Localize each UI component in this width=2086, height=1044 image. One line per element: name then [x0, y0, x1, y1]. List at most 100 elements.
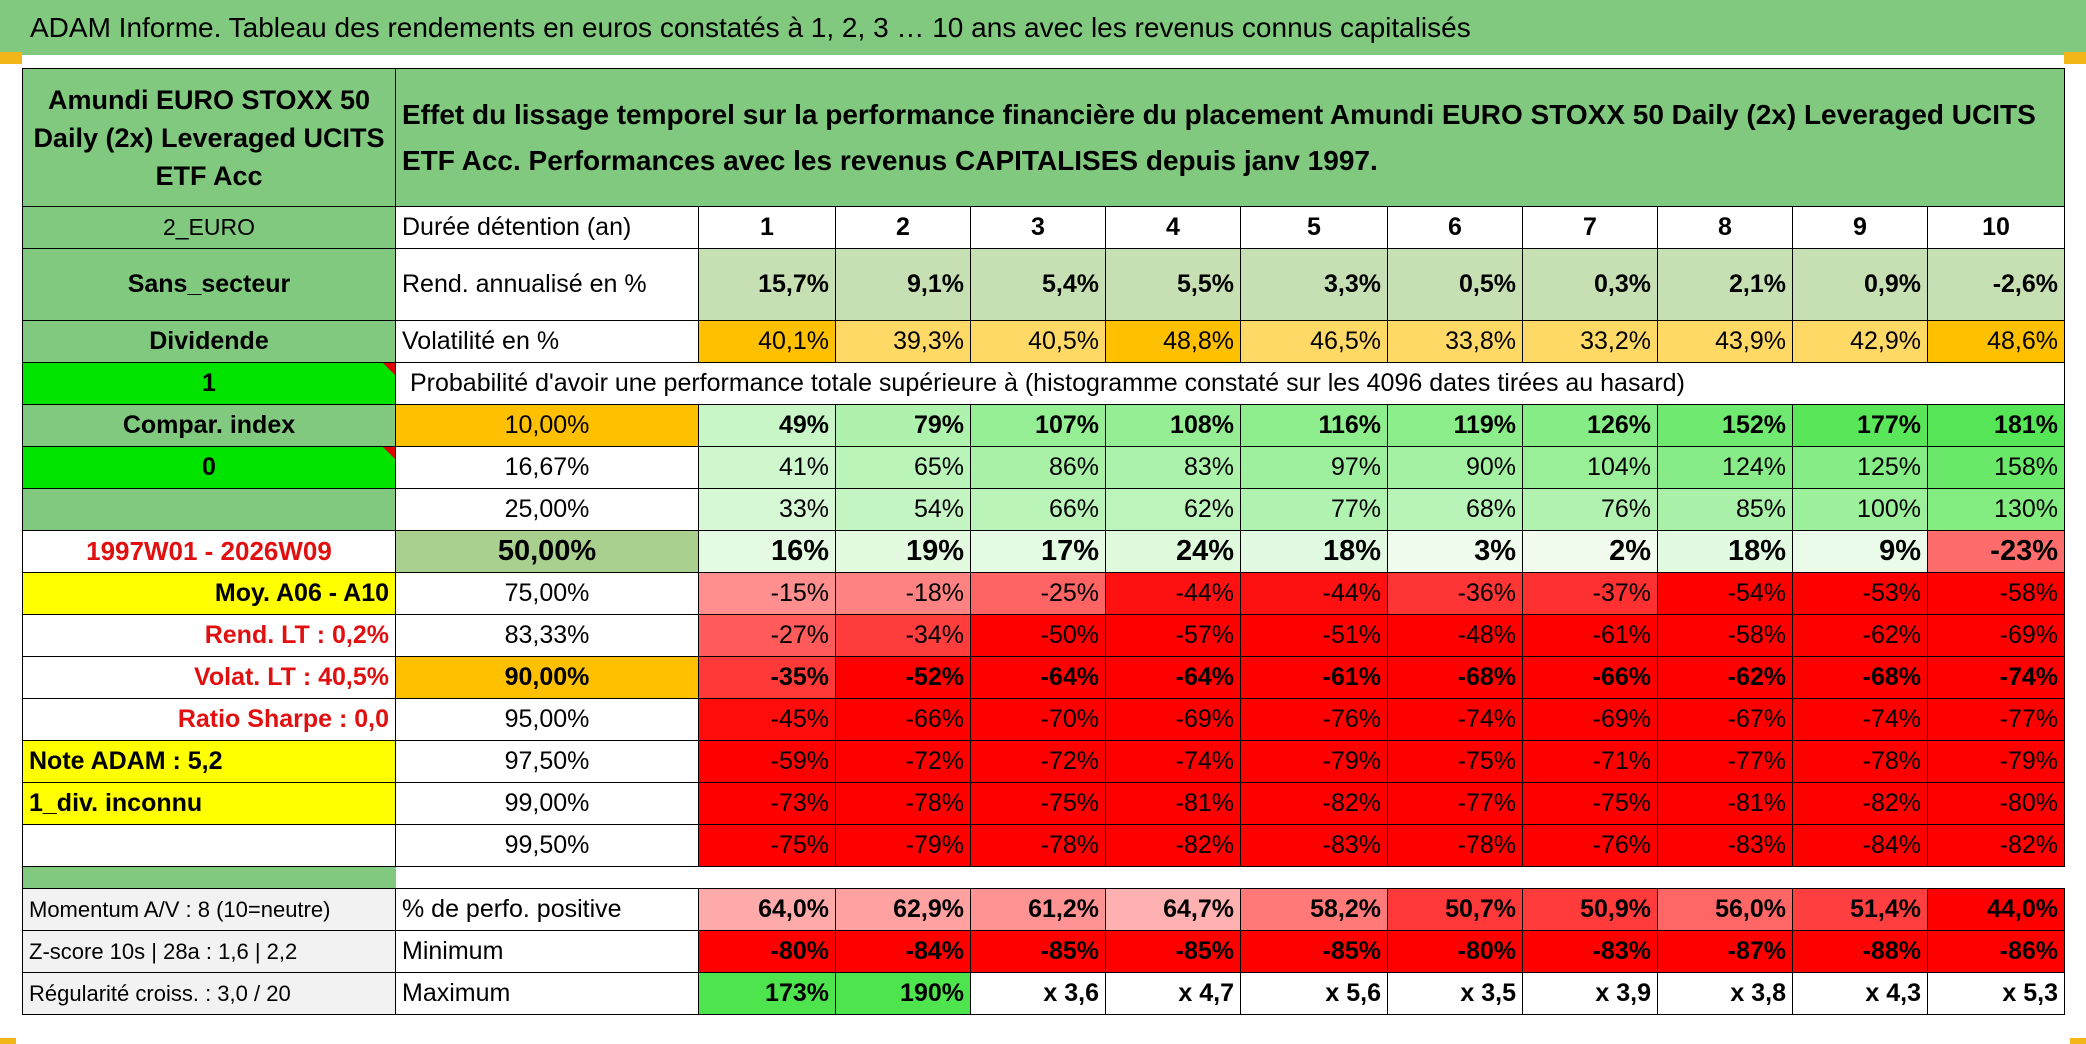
quantile-cell: -74% [1387, 698, 1523, 741]
quantile-cell: 68% [1387, 488, 1523, 531]
maximum-cell: x 5,6 [1240, 972, 1388, 1015]
quantile-row: 1997W01 - 2026W09 50,00% 16% 19% 17% 24% 18% 3%… [22, 530, 2065, 573]
quantile-cell: 125% [1792, 446, 1928, 489]
volatility-cell: 42,9% [1792, 320, 1928, 363]
quantile-cell: 104% [1522, 446, 1658, 489]
regularity-label: Régularité croiss. : 3,0 / 20 [22, 972, 396, 1015]
minimum-cell: -85% [1240, 930, 1388, 973]
quantile-cell: 19% [835, 530, 971, 573]
quantile-cell: 17% [970, 530, 1106, 573]
corner-marker [2064, 52, 2086, 64]
positive-perf-cell: 62,9% [835, 888, 971, 931]
minimum-cell: -87% [1657, 930, 1793, 973]
quantile-cell: -44% [1240, 572, 1388, 615]
quantile-cell: -72% [835, 740, 971, 783]
quantile-cell: 130% [1927, 488, 2065, 531]
quantile-cell: -77% [1927, 698, 2065, 741]
maximum-cell: x 3,9 [1522, 972, 1658, 1015]
annual-return-cell: 5,5% [1105, 248, 1241, 321]
quantile-cell: -78% [1792, 740, 1928, 783]
maximum-cell: x 4,3 [1792, 972, 1928, 1015]
annual-return-cell: 2,1% [1657, 248, 1793, 321]
quantile-cell: -58% [1657, 614, 1793, 657]
quantile-cell: -81% [1105, 782, 1241, 825]
quantile-cell: -52% [835, 656, 971, 699]
quantile-cell: 100% [1792, 488, 1928, 531]
quantile-cell: 65% [835, 446, 971, 489]
corner-marker [0, 52, 22, 64]
quantile-cell: -36% [1387, 572, 1523, 615]
quantile-cell: -66% [1522, 656, 1658, 699]
quantile-cell: -75% [970, 782, 1106, 825]
quantile-cell: 66% [970, 488, 1106, 531]
quantile-row: Volat. LT : 40,5% 90,00% -35% -52% -64% -64% -… [22, 656, 2065, 699]
quantile-cell: -71% [1522, 740, 1658, 783]
quantile-cell: -35% [698, 656, 836, 699]
sharpe-label: Ratio Sharpe : 0,0 [22, 698, 396, 741]
quantile-cell: -81% [1657, 782, 1793, 825]
quantile-cell: 62% [1105, 488, 1241, 531]
quantile-cell: -45% [698, 698, 836, 741]
annual-return-cell: -2,6% [1927, 248, 2065, 321]
quantile-cell: -83% [1240, 824, 1388, 867]
quantile-cell: -64% [970, 656, 1106, 699]
quantile-cell: 79% [835, 404, 971, 447]
quantile-cell: -79% [835, 824, 971, 867]
quantile-cell: -61% [1240, 656, 1388, 699]
note-adam-label: Note ADAM : 5,2 [22, 740, 396, 783]
quantile-cell: 152% [1657, 404, 1793, 447]
minimum-cell: -80% [698, 930, 836, 973]
quantile-label: 83,33% [395, 614, 699, 657]
positive-perf-cell: 64,7% [1105, 888, 1241, 931]
quantile-row: Rend. LT : 0,2% 83,33% -27% -34% -50% -57% -51… [22, 614, 2065, 657]
quantile-cell: -53% [1792, 572, 1928, 615]
quantile-cell: -73% [698, 782, 836, 825]
quantile-cell: 85% [1657, 488, 1793, 531]
year-header: 7 [1522, 206, 1658, 249]
minimum-cell: -83% [1522, 930, 1658, 973]
quantile-label: 95,00% [395, 698, 699, 741]
quantile-cell: 18% [1657, 530, 1793, 573]
probability-caption: Probabilité d'avoir une performance tota… [395, 362, 1928, 405]
index-value: 0 [22, 446, 396, 489]
maximum-cell: 190% [835, 972, 971, 1015]
quantile-cell: 181% [1927, 404, 2065, 447]
empty-green-cell [22, 488, 396, 531]
quantile-cell: 49% [698, 404, 836, 447]
quantile-cell: 77% [1240, 488, 1388, 531]
minimum-cell: -86% [1927, 930, 2065, 973]
maximum-label: Maximum [395, 972, 699, 1015]
quantile-cell: -25% [970, 572, 1106, 615]
quantile-cell: 16% [698, 530, 836, 573]
empty-cell [1927, 362, 2065, 405]
year-header: 5 [1240, 206, 1388, 249]
quantile-row: 25,00% 33% 54% 66% 62% 77% 68% 76% 85% 100% 130% [22, 488, 2065, 531]
quantile-cell: -23% [1927, 530, 2065, 573]
positive-perf-cell: 56,0% [1657, 888, 1793, 931]
quantile-cell: -66% [835, 698, 971, 741]
quantile-cell: 2% [1522, 530, 1658, 573]
minimum-label: Minimum [395, 930, 699, 973]
quantile-cell: 126% [1522, 404, 1658, 447]
compar-index-label: Compar. index [22, 404, 396, 447]
dividend-status-label: 1_div. inconnu [22, 782, 396, 825]
quantile-cell: 41% [698, 446, 836, 489]
maximum-cell: x 5,3 [1927, 972, 2065, 1015]
annual-return-cell: 5,4% [970, 248, 1106, 321]
quantile-cell: -58% [1927, 572, 2065, 615]
quantile-cell: -50% [970, 614, 1106, 657]
quantile-cell: 124% [1657, 446, 1793, 489]
quantile-cell: -62% [1792, 614, 1928, 657]
maximum-cell: x 3,6 [970, 972, 1106, 1015]
quantile-cell: -69% [1522, 698, 1658, 741]
quantile-cell: -61% [1522, 614, 1658, 657]
year-header: 9 [1792, 206, 1928, 249]
quantile-cell: 177% [1792, 404, 1928, 447]
maximum-cell: x 3,8 [1657, 972, 1793, 1015]
quantile-cell: 83% [1105, 446, 1241, 489]
volatility-label: Volatilité en % [395, 320, 699, 363]
positive-perf-cell: 44,0% [1927, 888, 2065, 931]
annual-return-cell: 3,3% [1240, 248, 1388, 321]
volatility-cell: 48,6% [1927, 320, 2065, 363]
fund-name: Amundi EURO STOXX 50 Daily (2x) Leverage… [22, 68, 396, 207]
